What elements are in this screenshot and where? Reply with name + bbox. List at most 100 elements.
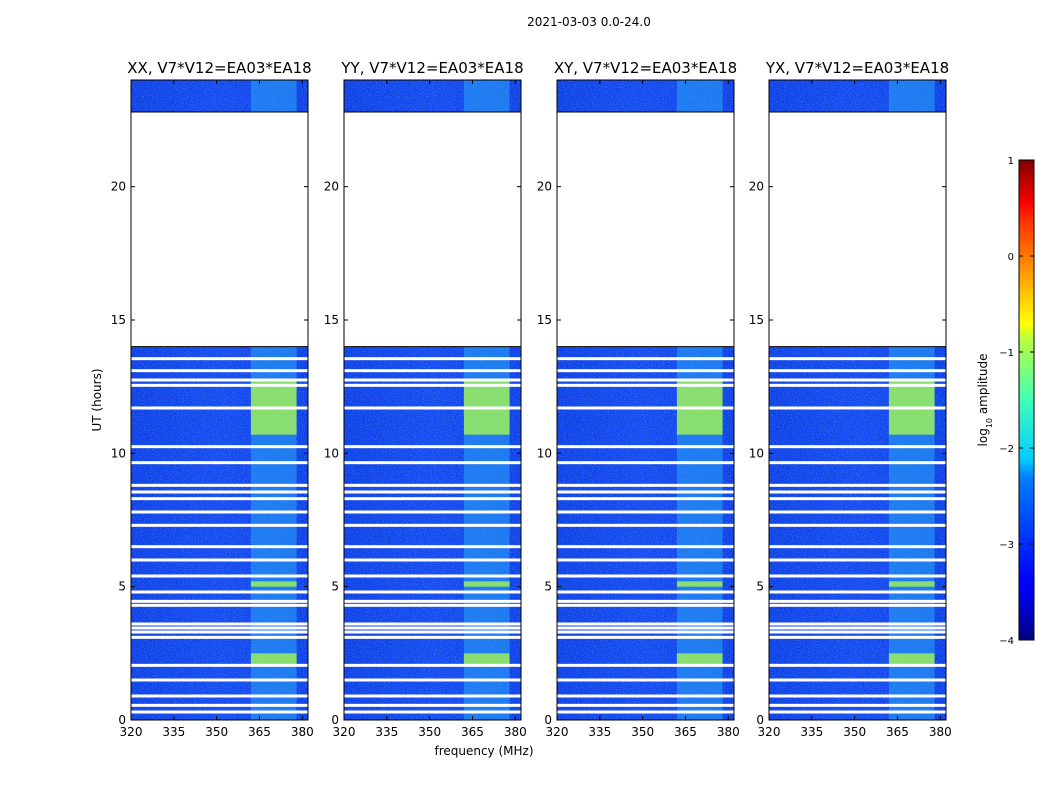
x-tick-label: 335: [162, 725, 185, 739]
flagged-row: [344, 626, 521, 630]
flagged-row: [769, 523, 946, 527]
flagged-row: [769, 406, 946, 410]
flagged-row: [344, 603, 521, 607]
x-tick-label: 365: [674, 725, 697, 739]
flagged-row: [769, 378, 946, 382]
y-tick-label: 15: [324, 313, 339, 327]
flagged-row: [769, 710, 946, 714]
flagged-row: [131, 599, 308, 603]
colorbar-label: log10 amplitude: [976, 354, 994, 447]
no-data-region: [131, 112, 308, 347]
panel-yy: YY, V7*V12=EA03*EA18 320 335 350 365 380 0 5 10 1…: [324, 59, 527, 739]
strong-signal-block: [676, 581, 723, 587]
flagged-row: [557, 461, 734, 465]
flagged-row: [769, 383, 946, 387]
y-tick-label: 0: [756, 713, 764, 727]
flagged-row: [557, 378, 734, 382]
y-tick-label: 5: [544, 580, 552, 594]
flagged-row: [557, 483, 734, 487]
flagged-row: [557, 383, 734, 387]
flagged-row: [344, 510, 521, 514]
flagged-row: [131, 483, 308, 487]
x-tick-label: 320: [546, 725, 569, 739]
x-tick-label: 335: [375, 725, 398, 739]
x-tick-label: 365: [461, 725, 484, 739]
flagged-row: [769, 626, 946, 630]
flagged-row: [344, 497, 521, 501]
colorbar-tick-label: 0: [1008, 252, 1014, 263]
x-tick-label: 380: [929, 725, 952, 739]
y-tick-label: 10: [324, 446, 339, 460]
colorbar-tick-label: 1: [1008, 156, 1014, 167]
flagged-row: [557, 599, 734, 603]
flagged-row: [344, 694, 521, 698]
flagged-row: [344, 383, 521, 387]
colorbar-tick-label: −1: [999, 348, 1014, 359]
flagged-row: [769, 590, 946, 594]
panel-title: YX, V7*V12=EA03*EA18: [765, 59, 949, 77]
flagged-row: [131, 497, 308, 501]
flagged-row: [131, 622, 308, 626]
panel-frame: [343, 79, 522, 721]
no-data-region: [769, 112, 946, 347]
flagged-row: [344, 663, 521, 667]
y-tick-label: 5: [756, 580, 764, 594]
strong-signal-block: [463, 581, 510, 587]
flagged-row: [557, 510, 734, 514]
flagged-row: [131, 357, 308, 361]
panel-frame: [556, 79, 735, 721]
flagged-row: [769, 630, 946, 634]
x-tick-label: 320: [120, 725, 143, 739]
flagged-row: [131, 558, 308, 562]
y-tick-label: 0: [118, 713, 126, 727]
y-tick-label: 15: [111, 313, 126, 327]
flagged-row: [557, 663, 734, 667]
flagged-row: [344, 406, 521, 410]
y-tick-label: 10: [749, 446, 764, 460]
flagged-row: [557, 545, 734, 549]
flagged-row: [557, 694, 734, 698]
flagged-row: [131, 703, 308, 707]
flagged-row: [769, 694, 946, 698]
flagged-row: [131, 626, 308, 630]
colorbar-label-sub: 10: [985, 418, 994, 428]
y-tick-label: 10: [537, 446, 552, 460]
flagged-row: [769, 622, 946, 626]
x-tick-label: 380: [504, 725, 527, 739]
flagged-row: [557, 558, 734, 562]
flagged-row: [131, 710, 308, 714]
x-tick-label: 335: [588, 725, 611, 739]
panel-frame: [768, 79, 947, 721]
flagged-row: [131, 369, 308, 373]
flagged-row: [344, 678, 521, 682]
y-tick-label: 20: [537, 180, 552, 194]
flagged-row: [769, 603, 946, 607]
flagged-row: [769, 490, 946, 494]
flagged-row: [344, 545, 521, 549]
colorbar-label-main: log: [976, 428, 990, 446]
flagged-row: [344, 523, 521, 527]
flagged-row: [344, 630, 521, 634]
flagged-row: [557, 603, 734, 607]
flagged-row: [344, 483, 521, 487]
y-tick-label: 5: [118, 580, 126, 594]
flagged-row: [131, 378, 308, 382]
panels-group: XX, V7*V12=EA03*EA18 320 335 350 365 380 0 5 10 1…: [111, 59, 952, 739]
strong-signal-block: [888, 653, 935, 664]
x-tick-label: 320: [333, 725, 356, 739]
flagged-row: [344, 635, 521, 639]
flagged-row: [769, 558, 946, 562]
flagged-row: [131, 383, 308, 387]
flagged-row: [769, 483, 946, 487]
flagged-row: [557, 678, 734, 682]
flagged-row: [344, 558, 521, 562]
colorbar-ticks: −4 −3 −2 −1 0 1: [999, 156, 1034, 647]
flagged-row: [131, 663, 308, 667]
flagged-row: [557, 497, 734, 501]
y-tick-label: 5: [331, 580, 339, 594]
flagged-row: [344, 369, 521, 373]
panel-yx: YX, V7*V12=EA03*EA18 320 335 350 365 380 0 5 10 1…: [749, 59, 952, 739]
flagged-row: [557, 630, 734, 634]
flagged-row: [344, 590, 521, 594]
flagged-row: [557, 406, 734, 410]
